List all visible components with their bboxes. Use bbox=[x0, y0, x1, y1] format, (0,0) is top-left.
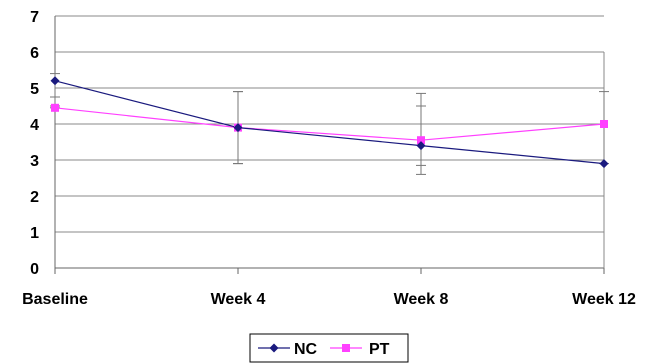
legend-marker-nc bbox=[269, 343, 279, 353]
y-tick-label: 3 bbox=[30, 153, 39, 170]
legend-marker-symbol bbox=[342, 344, 350, 352]
y-tick-label: 0 bbox=[30, 261, 39, 278]
x-tick-label: Week 12 bbox=[572, 291, 636, 308]
x-axis-ticks: Baseline Week 4 Week 8 Week 12 bbox=[22, 268, 636, 308]
data-point-nc bbox=[233, 123, 243, 133]
data-point-pt bbox=[600, 120, 608, 128]
series-line-pt bbox=[54, 107, 605, 141]
x-tick-label: Week 4 bbox=[211, 291, 266, 308]
data-point-nc bbox=[599, 159, 609, 169]
data-point-pt bbox=[51, 103, 59, 112]
data-point-nc bbox=[50, 76, 60, 86]
y-tick-label: 5 bbox=[30, 81, 39, 98]
series-line-nc bbox=[54, 80, 605, 165]
y-tick-label: 4 bbox=[30, 117, 39, 134]
data-point-pt bbox=[417, 136, 425, 145]
y-axis-ticks: 0 1 2 3 4 5 6 7 bbox=[30, 9, 39, 278]
legend-marker-pt bbox=[342, 344, 350, 352]
legend-label-pt: PT bbox=[369, 341, 390, 358]
legend: NC PT bbox=[249, 333, 409, 363]
y-tick-label: 6 bbox=[30, 45, 39, 62]
x-tick-label: Baseline bbox=[22, 291, 88, 308]
y-tick-label: 2 bbox=[30, 189, 39, 206]
x-tick-label: Week 8 bbox=[394, 291, 449, 308]
y-tick-label: 7 bbox=[30, 9, 39, 26]
y-tick-label: 1 bbox=[30, 225, 39, 242]
legend-marker-symbol bbox=[269, 343, 279, 353]
legend-box bbox=[249, 333, 409, 363]
legend-label-nc: NC bbox=[294, 341, 318, 358]
gridlines bbox=[54, 15, 605, 269]
data-point-nc bbox=[416, 141, 426, 151]
series-markers bbox=[50, 76, 609, 169]
series-lines bbox=[54, 80, 605, 165]
